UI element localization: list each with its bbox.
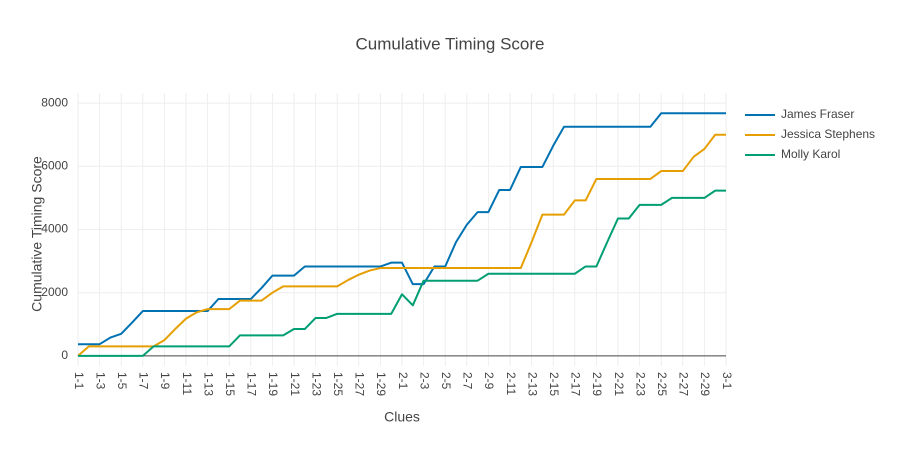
x-tick-label: 1-25 xyxy=(331,372,345,396)
x-axis-title: Clues xyxy=(384,409,420,425)
x-tick-label: 2-7 xyxy=(461,372,475,390)
x-tick-label: 1-21 xyxy=(288,372,302,396)
x-tick-label: 1-15 xyxy=(223,372,237,396)
y-tick-label: 6000 xyxy=(41,158,68,172)
x-tick-label: 1-17 xyxy=(245,372,259,396)
x-tick-label: 2-13 xyxy=(525,372,539,396)
x-tick-label: 2-15 xyxy=(547,372,561,396)
x-tick-label: 1-5 xyxy=(115,372,129,390)
x-tick-label: 1-27 xyxy=(353,372,367,396)
x-tick-label: 1-23 xyxy=(309,372,323,396)
x-tick-label: 2-5 xyxy=(439,372,453,390)
y-tick-label: 8000 xyxy=(41,95,68,109)
x-tick-label: 1-13 xyxy=(201,372,215,396)
x-tick-label: 2-25 xyxy=(655,372,669,396)
y-axis-title: Cumulative Timing Score xyxy=(29,156,45,312)
x-tick-label: 2-17 xyxy=(569,372,583,396)
series-line xyxy=(77,133,726,357)
grid xyxy=(77,93,727,366)
x-tick-label: 2-21 xyxy=(612,372,626,396)
x-tick-label: 1-11 xyxy=(180,372,194,395)
y-tick-label: 0 xyxy=(61,348,68,362)
legend-label: Jessica Stephens xyxy=(781,127,875,141)
legend-label: James Fraser xyxy=(781,107,854,121)
x-tick-label: 2-9 xyxy=(482,372,496,390)
x-tick-label: 2-1 xyxy=(396,372,410,390)
x-tick-label: 2-19 xyxy=(590,372,604,396)
chart-title: Cumulative Timing Score xyxy=(356,34,545,53)
x-tick-label: 1-19 xyxy=(266,372,280,396)
x-tick-label: 2-23 xyxy=(633,372,647,396)
x-tick-label: 2-29 xyxy=(698,372,712,396)
series-line xyxy=(78,112,726,346)
series-line xyxy=(78,189,726,357)
x-tick-label: 2-3 xyxy=(417,372,431,390)
y-tick-label: 2000 xyxy=(41,285,68,299)
x-tick-label: 1-7 xyxy=(137,372,151,390)
x-tick-label: 1-29 xyxy=(374,372,388,396)
x-tick-label: 1-9 xyxy=(158,372,172,390)
x-tick-label: 2-27 xyxy=(677,372,691,396)
x-tick-label: 3-1 xyxy=(720,372,734,390)
legend-label: Molly Karol xyxy=(781,147,840,161)
y-tick-label: 4000 xyxy=(41,222,68,236)
x-tick-label: 1-1 xyxy=(72,372,86,390)
x-tick-label: 1-3 xyxy=(93,372,107,390)
x-tick-label: 2-11 xyxy=(504,372,518,395)
